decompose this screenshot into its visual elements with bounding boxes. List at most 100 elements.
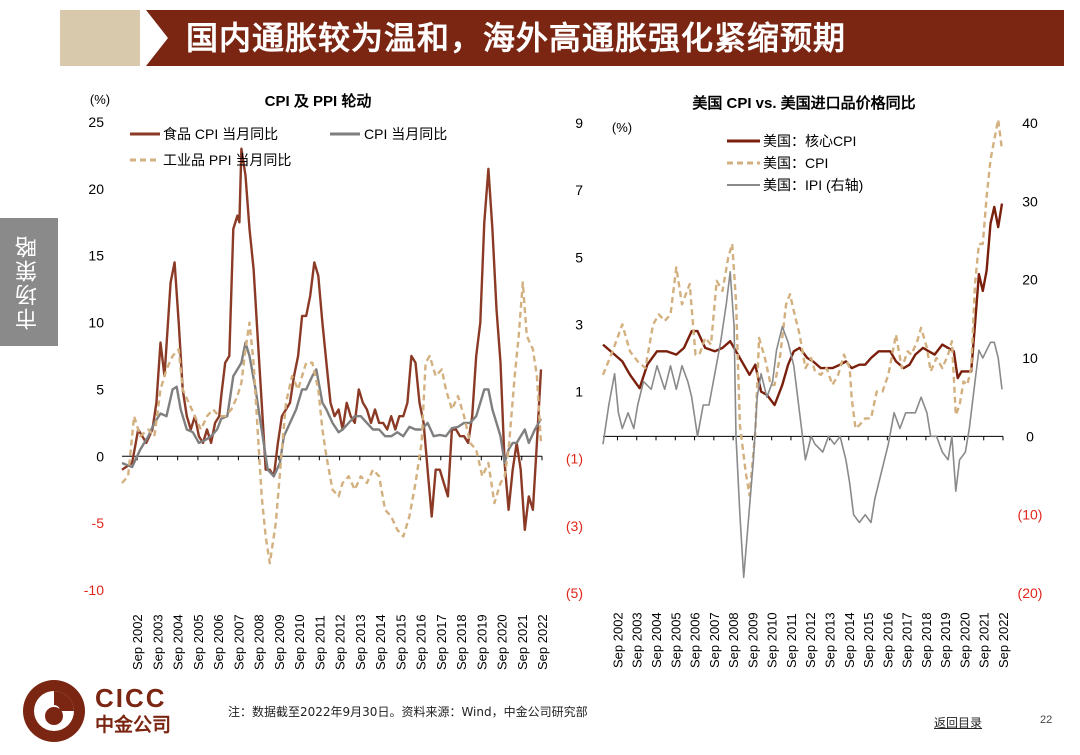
x-tick-label: Sep 2003: [630, 612, 645, 668]
x-tick-label: Sep 2018: [454, 614, 469, 670]
back-to-contents-link[interactable]: 返回目录: [934, 716, 983, 730]
title-banner: [146, 10, 1064, 66]
x-tick-label: Sep 2013: [823, 612, 838, 668]
x-tick-label: Sep 2017: [434, 614, 449, 670]
left-legend: 食品 CPI 当月同比 CPI 当月同比 工业品 PPI 当月同比: [130, 126, 447, 168]
page-number: 22: [1040, 714, 1053, 726]
x-tick-label: Sep 2015: [393, 614, 408, 670]
y-tick-label: 7: [575, 182, 583, 198]
legend-label-core-cpi: 美国：核心CPI: [763, 133, 856, 149]
x-tick-label: Sep 2017: [900, 612, 915, 668]
right-x-tick-labels: Sep 2002 Sep 2003 Sep 2004 Sep 2005 Sep 2006…: [603, 435, 1011, 668]
legend-label-food-cpi: 食品 CPI 当月同比: [163, 126, 278, 142]
x-tick-label: Sep 2007: [231, 614, 246, 670]
x-tick-label: Sep 2022: [996, 612, 1011, 668]
x-tick-label: Sep 2012: [333, 614, 348, 670]
x-tick-label: Sep 2007: [707, 612, 722, 668]
left-y-tick-labels: 25 20 15 10 5 0 -5 -10: [84, 114, 104, 598]
x-tick-label: Sep 2004: [649, 612, 664, 668]
y-tick-label: 10: [88, 315, 104, 331]
y-tick-label: 9: [575, 115, 583, 131]
legend-label-ppi: 工业品 PPI 当月同比: [163, 152, 291, 168]
banner-accent-tab: [60, 10, 140, 66]
x-tick-label: Sep 2021: [515, 614, 530, 670]
x-tick-label: Sep 2005: [191, 614, 206, 670]
y2-tick-label: (10): [1018, 507, 1043, 523]
y-tick-label: 0: [96, 448, 104, 464]
right-chart-title: 美国 CPI vs. 美国进口品价格同比: [692, 94, 915, 112]
x-tick-label: Sep 2009: [745, 612, 760, 668]
y-tick-label: -5: [92, 515, 105, 531]
left-series-lines: [121, 147, 543, 565]
logo-text-en: CICC: [95, 683, 167, 713]
x-tick-label: Sep 2020: [957, 612, 972, 668]
x-tick-label: Sep 2004: [171, 614, 186, 670]
x-tick-label: Sep 2022: [535, 614, 550, 670]
cicc-logo-mark: [23, 680, 85, 742]
x-tick-label: Sep 2006: [688, 612, 703, 668]
legend-label-cpi: CPI 当月同比: [364, 126, 447, 142]
right-series-lines: [601, 118, 1004, 579]
y-tick-label: 5: [575, 249, 583, 265]
x-tick-label: Sep 2011: [312, 615, 327, 670]
right-unit-label: (%): [612, 120, 632, 135]
x-tick-label: Sep 2019: [938, 612, 953, 668]
x-tick-label: Sep 2003: [150, 614, 165, 670]
y-tick-label: -10: [84, 582, 104, 598]
series-line-0: [602, 203, 1004, 407]
source-footnote: 注：数据截至2022年9月30日。资料来源：Wind，中金公司研究部: [228, 705, 588, 719]
y-tick-label: 1: [575, 384, 583, 400]
y2-tick-label: 20: [1022, 272, 1038, 288]
y-tick-label: (3): [566, 518, 583, 534]
y2-tick-label: 10: [1022, 350, 1038, 366]
series-line-1: [601, 118, 1004, 497]
y-tick-label: 5: [96, 381, 104, 397]
x-tick-label: Sep 2010: [765, 612, 780, 668]
y2-tick-label: 30: [1022, 193, 1038, 209]
x-tick-label: Sep 2010: [292, 614, 307, 670]
x-tick-label: Sep 2014: [842, 612, 857, 668]
x-tick-label: Sep 2005: [668, 612, 683, 668]
x-tick-label: Sep 2021: [977, 612, 992, 668]
y-tick-label: 25: [88, 114, 104, 130]
y-tick-label: (5): [566, 585, 583, 601]
series-line-1: [121, 341, 543, 478]
x-tick-label: Sep 2008: [252, 614, 267, 670]
series-line-2: [602, 271, 1003, 579]
y-tick-label: (1): [566, 451, 583, 467]
x-tick-label: Sep 2015: [861, 612, 876, 668]
legend-label-us-cpi: 美国：CPI: [763, 155, 828, 171]
x-tick-label: Sep 2002: [130, 614, 145, 670]
y2-tick-label: 40: [1022, 115, 1038, 131]
x-tick-label: Sep 2009: [272, 614, 287, 670]
legend-label-ipi: 美国：IPI (右轴): [763, 177, 863, 193]
left-chart-title: CPI 及 PPI 轮动: [265, 92, 372, 110]
page-title: 国内通胀较为温和，海外高通胀强化紧缩预期: [186, 19, 847, 57]
x-tick-label: Sep 2013: [353, 614, 368, 670]
x-tick-label: Sep 2006: [211, 614, 226, 670]
logo-text-zh: 中金公司: [95, 714, 172, 736]
y2-tick-label: (20): [1018, 585, 1043, 601]
side-section-tab[interactable]: 市场策略: [0, 218, 58, 346]
right-y2-tick-labels: 40 30 20 10 0 (10) (20): [1018, 115, 1043, 601]
y-tick-label: 3: [575, 316, 583, 332]
right-legend: 美国：核心CPI 美国：CPI 美国：IPI (右轴): [727, 133, 863, 193]
x-tick-label: Sep 2008: [726, 612, 741, 668]
x-tick-label: Sep 2012: [803, 612, 818, 668]
y2-tick-label: 0: [1026, 428, 1034, 444]
left-unit-label: (%): [90, 92, 110, 107]
x-tick-label: Sep 2011: [784, 613, 799, 668]
y-tick-label: 20: [88, 181, 104, 197]
series-line-2: [121, 281, 543, 565]
x-tick-label: Sep 2018: [919, 612, 934, 668]
x-tick-label: Sep 2014: [373, 614, 388, 670]
x-tick-label: Sep 2016: [880, 612, 895, 668]
right-y-tick-labels: 9 7 5 3 1 (1) (3) (5): [566, 115, 583, 601]
x-tick-label: Sep 2016: [414, 614, 429, 670]
x-tick-label: Sep 2019: [474, 614, 489, 670]
series-line-0: [121, 147, 543, 531]
x-tick-label: Sep 2020: [495, 614, 510, 670]
left-x-tick-labels: Sep 2002 Sep 2003 Sep 2004 Sep 2005 Sep 2006…: [122, 455, 550, 670]
